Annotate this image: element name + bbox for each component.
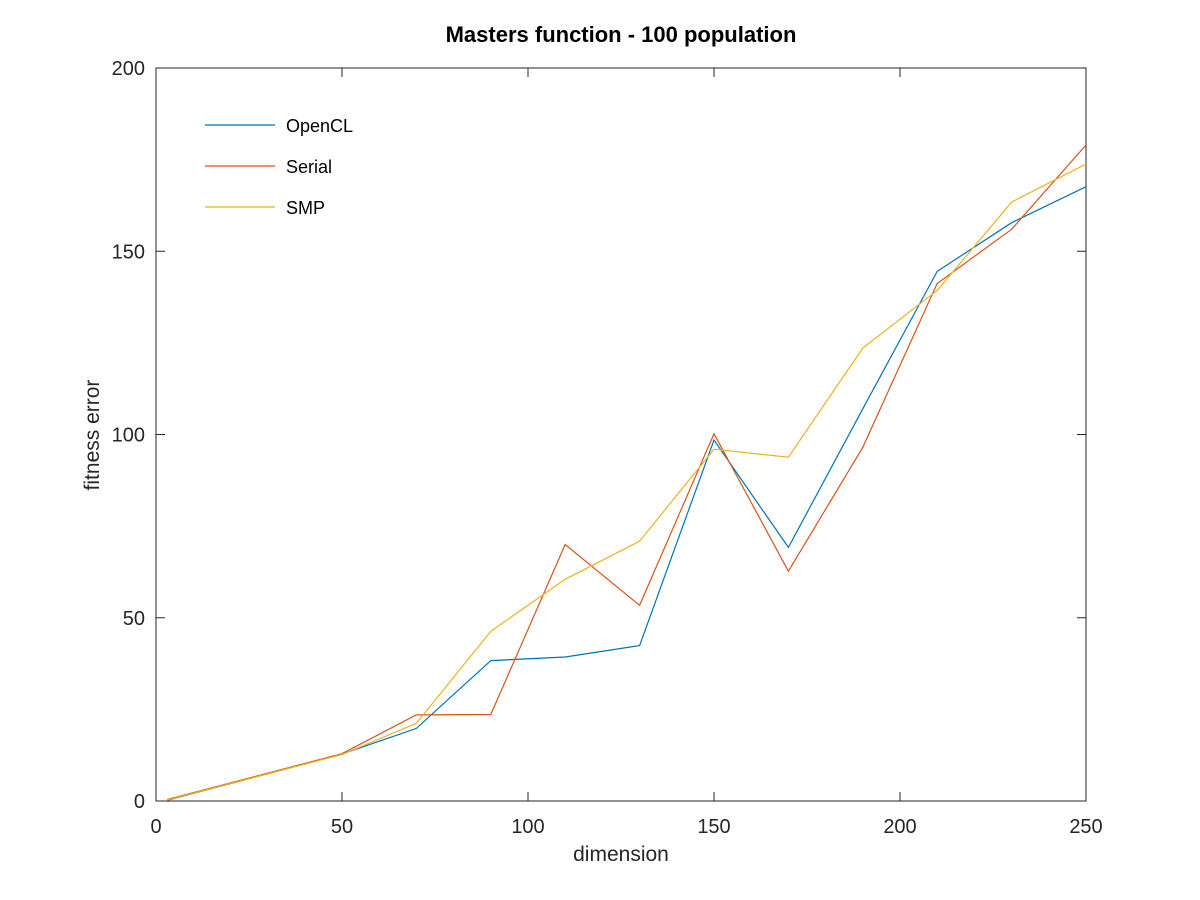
y-tick-label: 0 — [134, 791, 145, 813]
y-tick-label: 150 — [112, 241, 145, 263]
legend-label: SMP — [286, 198, 325, 218]
series-line-opencl — [167, 186, 1087, 801]
y-tick-label: 200 — [112, 58, 145, 80]
x-tick-label: 250 — [1069, 816, 1102, 838]
legend: OpenCL Serial SMP — [205, 116, 353, 218]
chart-title: Masters function - 100 population — [446, 22, 797, 47]
series-lines — [167, 144, 1087, 801]
x-tick-label: 150 — [697, 816, 730, 838]
y-axis: 0 50 100 150 200 — [112, 58, 1086, 813]
x-tick-label: 50 — [331, 816, 353, 838]
legend-label: Serial — [286, 157, 332, 177]
x-tick-label: 200 — [883, 816, 916, 838]
series-line-smp — [167, 163, 1087, 801]
plot-area — [155, 67, 1087, 802]
y-tick-label: 50 — [123, 608, 145, 630]
x-tick-label: 0 — [150, 816, 161, 838]
plot-frame — [155, 67, 1087, 802]
x-axis-label: dimension — [573, 843, 669, 866]
x-axis: 0 50 100 150 200 250 — [150, 68, 1103, 838]
x-tick-label: 100 — [511, 816, 544, 838]
legend-label: OpenCL — [286, 116, 353, 136]
series-line-serial — [167, 144, 1087, 801]
y-tick-label: 100 — [112, 425, 145, 447]
y-axis-label: fitness error — [81, 380, 104, 491]
